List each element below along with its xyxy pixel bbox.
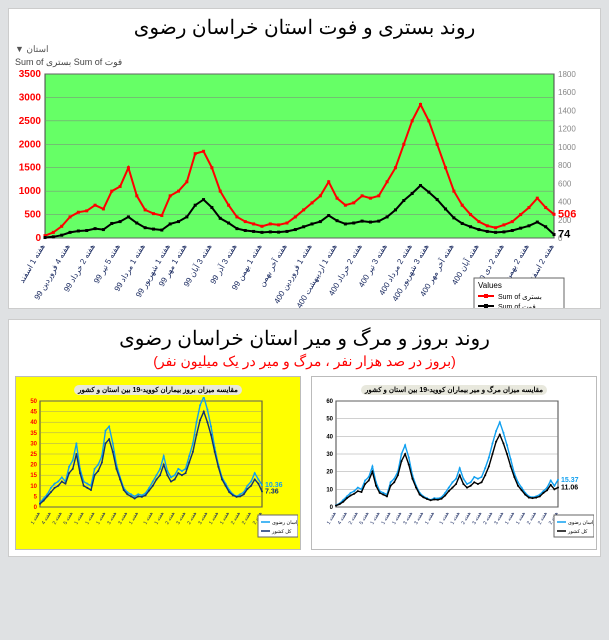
svg-text:500: 500 <box>24 210 41 221</box>
svg-text:1000: 1000 <box>558 143 576 152</box>
svg-text:20: 20 <box>326 470 333 476</box>
svg-text:1600: 1600 <box>558 88 576 97</box>
br-plot: 010203040506015.3711.06هفته 1هفته 4هفته … <box>314 397 594 547</box>
svg-text:40: 40 <box>30 420 37 426</box>
svg-text:50: 50 <box>30 399 37 405</box>
bottom-left-panel: مقایسه میزان بروز بیماران کووید-19 بین ا… <box>15 376 301 550</box>
br-title: مقایسه میزان مرگ و میر بیماران کووید-19 … <box>361 385 547 395</box>
svg-text:45: 45 <box>30 410 37 416</box>
svg-text:2000: 2000 <box>19 139 42 150</box>
svg-text:60: 60 <box>326 399 333 405</box>
svg-text:Sum of بستری: Sum of بستری <box>498 294 542 301</box>
svg-text:50: 50 <box>326 417 333 423</box>
sumof-row: Sum of بستری Sum of فوت <box>9 57 600 68</box>
svg-text:1200: 1200 <box>558 125 576 134</box>
bottom-right-panel: مقایسه میزان مرگ و میر بیماران کووید-19 … <box>311 376 597 550</box>
top-title: روند بستری و فوت استان خراسان رضوی <box>9 15 600 40</box>
svg-text:11.06: 11.06 <box>561 484 578 491</box>
svg-text:506: 506 <box>558 208 576 220</box>
svg-text:30: 30 <box>326 452 333 458</box>
svg-text:3000: 3000 <box>19 92 42 103</box>
svg-text:25: 25 <box>30 452 37 458</box>
svg-text:35: 35 <box>30 431 37 437</box>
svg-text:20: 20 <box>30 463 37 469</box>
top-plot: 0500100015002000250030003500020040060080… <box>9 68 600 308</box>
svg-text:خراسان رضوی: خراسان رضوی <box>568 520 594 526</box>
bl-title: مقایسه میزان بروز بیماران کووید-19 بین ا… <box>74 385 242 395</box>
filter-bar: ▼ استان <box>9 42 600 57</box>
svg-text:40: 40 <box>326 434 333 440</box>
svg-text:400: 400 <box>558 198 572 207</box>
svg-text:15: 15 <box>30 473 37 479</box>
svg-text:10: 10 <box>30 484 37 490</box>
top-panel: روند بستری و فوت استان خراسان رضوی ▼ است… <box>8 8 601 309</box>
svg-text:1000: 1000 <box>19 186 42 197</box>
filter-province[interactable]: ▼ استان <box>15 44 49 55</box>
svg-text:10: 10 <box>326 487 333 493</box>
mid-panel: روند بروز و مرگ و میر استان خراسان رضوی … <box>8 319 601 557</box>
svg-text:2500: 2500 <box>19 116 42 127</box>
svg-text:Sum of فوت: Sum of فوت <box>498 304 536 308</box>
svg-text:1500: 1500 <box>19 163 42 174</box>
svg-text:1400: 1400 <box>558 106 576 115</box>
svg-text:15.37: 15.37 <box>561 477 579 484</box>
svg-text:30: 30 <box>30 441 37 447</box>
svg-text:7.36: 7.36 <box>265 488 279 495</box>
svg-text:خراسان رضوی: خراسان رضوی <box>272 520 298 526</box>
bl-plot: 0510152025303540455010.367.36هفته 1هفته … <box>18 397 298 547</box>
svg-text:3500: 3500 <box>19 69 42 80</box>
svg-text:800: 800 <box>558 161 572 170</box>
svg-text:کل کشور: کل کشور <box>567 529 588 535</box>
svg-text:Values: Values <box>478 281 502 290</box>
svg-text:1800: 1800 <box>558 70 576 79</box>
svg-text:600: 600 <box>558 179 572 188</box>
svg-text:کل کشور: کل کشور <box>271 529 292 535</box>
mid-subtitle: (بروز در صد هزار نفر ، مرگ و میر در یک م… <box>9 353 600 370</box>
mid-title: روند بروز و مرگ و میر استان خراسان رضوی <box>9 326 600 351</box>
bottom-row: مقایسه میزان بروز بیماران کووید-19 بین ا… <box>9 376 600 550</box>
svg-text:74: 74 <box>558 229 571 241</box>
top-chart: ▼ استان Sum of بستری Sum of فوت 05001000… <box>9 42 600 308</box>
